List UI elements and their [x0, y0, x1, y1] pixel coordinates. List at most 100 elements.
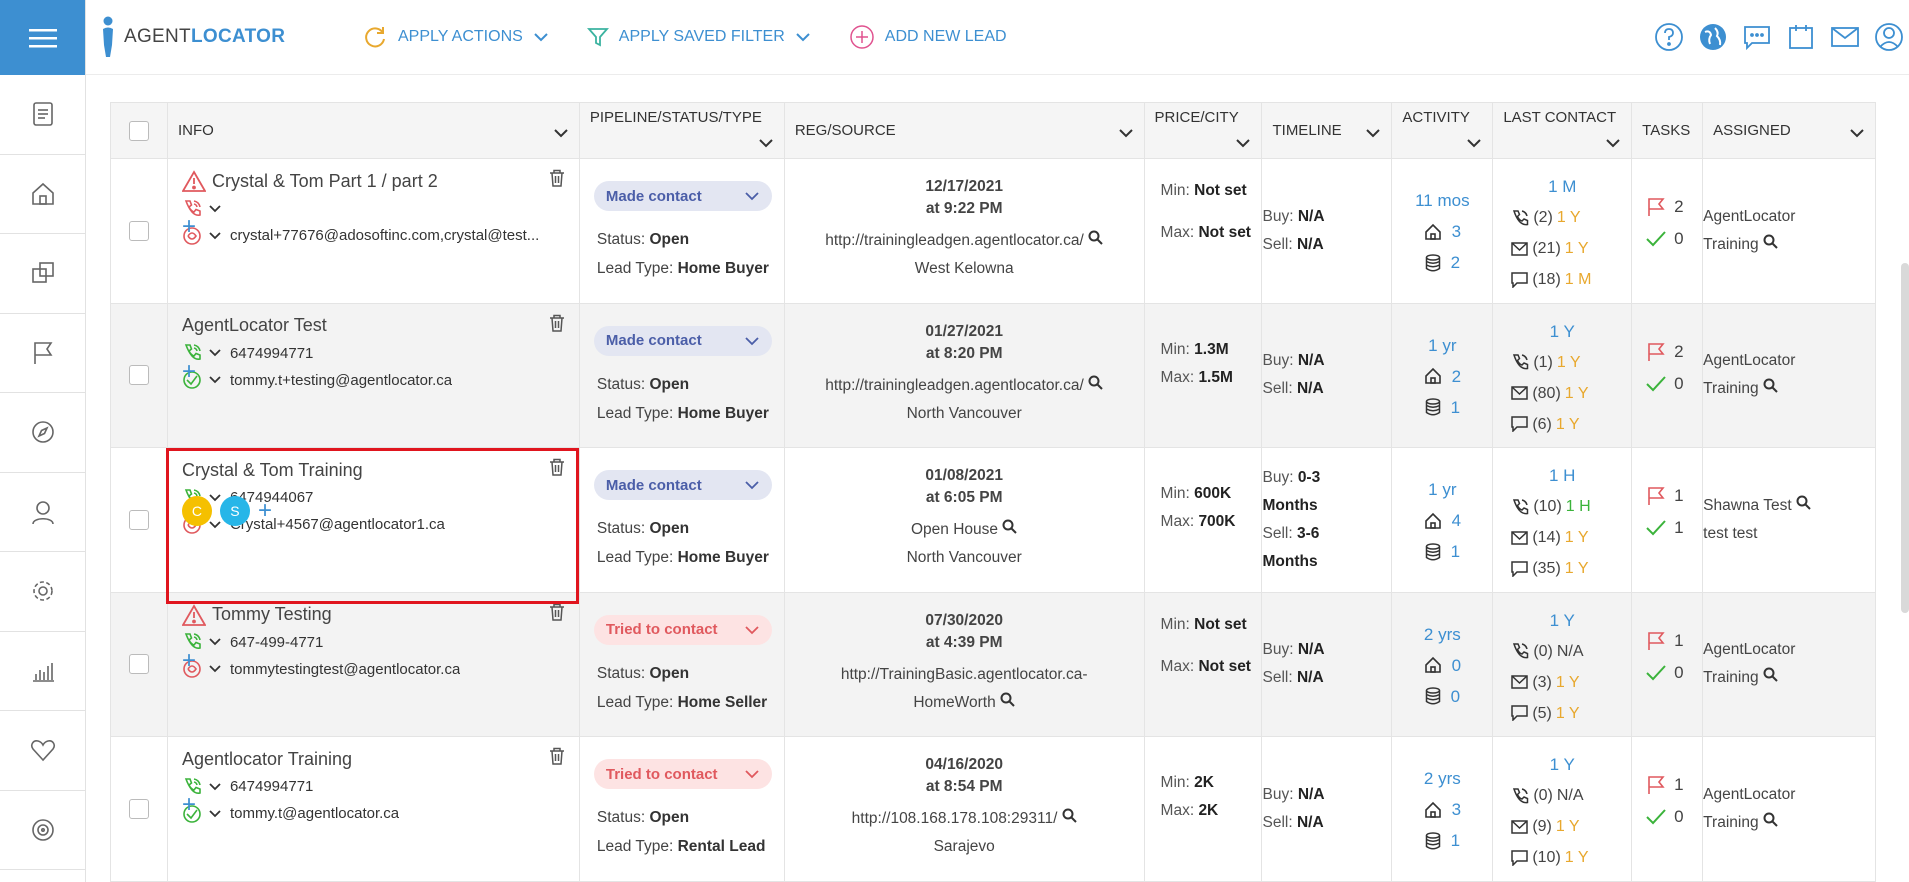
avatar[interactable]: C: [181, 496, 212, 526]
chevron-down-icon[interactable]: [1466, 138, 1482, 148]
phone-icon[interactable]: [182, 777, 202, 797]
chevron-down-icon[interactable]: [208, 375, 222, 385]
lead-name[interactable]: Tommy Testing: [211, 604, 332, 624]
chevron-down-icon[interactable]: [1849, 128, 1865, 138]
column-header-activity[interactable]: ACTIVITY: [1391, 102, 1494, 159]
row-checkbox[interactable]: [128, 654, 149, 675]
phone-icon[interactable]: [182, 343, 202, 363]
column-header-pipeline[interactable]: PIPELINE/STATUS/TYPE: [578, 102, 785, 159]
table-row[interactable]: Crystal & Tom Training 6474944067 Crysta…: [110, 447, 1876, 593]
column-header-tasks[interactable]: TASKS: [1631, 102, 1704, 159]
table-row[interactable]: Tommy Testing 647-499-4771 tommytestingt…: [110, 591, 1876, 737]
menu-toggle-button[interactable]: [0, 0, 85, 75]
check-icon[interactable]: [1646, 664, 1666, 681]
search-icon[interactable]: [1000, 692, 1015, 707]
check-icon[interactable]: [1646, 809, 1666, 825]
check-icon[interactable]: [1646, 375, 1666, 392]
chevron-down-icon[interactable]: [208, 493, 222, 503]
sidebar-item-settings[interactable]: [0, 552, 85, 632]
row-checkbox[interactable]: [128, 798, 149, 819]
search-icon[interactable]: [1763, 378, 1778, 393]
chevron-down-icon[interactable]: [744, 191, 760, 201]
row-checkbox[interactable]: [128, 509, 149, 530]
table-row[interactable]: Crystal & Tom Part 1 / part 2 crystal+77…: [110, 158, 1876, 304]
help-button[interactable]: [1653, 20, 1685, 54]
add-agent-button[interactable]: +: [181, 357, 196, 385]
search-icon[interactable]: [1088, 230, 1103, 245]
sidebar-item-listings[interactable]: [0, 234, 85, 314]
sidebar-item-integrations[interactable]: [0, 791, 85, 870]
email-status-icon[interactable]: [182, 226, 202, 246]
pipeline-dropdown[interactable]: Made contact: [593, 181, 772, 211]
search-icon[interactable]: [1062, 808, 1077, 823]
flag-icon[interactable]: [1646, 775, 1666, 795]
chevron-down-icon[interactable]: [1365, 128, 1381, 138]
sidebar-item-reports[interactable]: [0, 632, 85, 711]
column-header-last-contact[interactable]: LAST CONTACT: [1492, 102, 1633, 159]
website-button[interactable]: [1697, 20, 1729, 54]
chevron-down-icon[interactable]: [1118, 128, 1134, 138]
search-icon[interactable]: [1763, 812, 1778, 827]
add-new-lead-button[interactable]: ADD NEW LEAD: [849, 24, 1017, 50]
add-agent-button[interactable]: +: [181, 791, 196, 818]
email-status-icon[interactable]: [182, 804, 202, 824]
search-icon[interactable]: [1002, 519, 1018, 534]
chevron-down-icon[interactable]: [208, 809, 222, 819]
trash-icon[interactable]: [549, 169, 565, 187]
chevron-down-icon[interactable]: [208, 348, 222, 358]
email-status-icon[interactable]: [182, 370, 202, 390]
search-icon[interactable]: [1796, 495, 1811, 510]
chevron-down-icon[interactable]: [744, 769, 760, 779]
add-agent-button[interactable]: +: [257, 497, 272, 524]
sidebar-item-tasks[interactable]: [0, 314, 85, 393]
phone-icon[interactable]: [182, 632, 202, 652]
chevron-down-icon[interactable]: [1605, 138, 1621, 148]
select-all-checkbox[interactable]: [128, 120, 149, 141]
pipeline-dropdown[interactable]: Made contact: [593, 325, 772, 356]
row-checkbox[interactable]: [128, 220, 149, 241]
phone-icon[interactable]: [182, 199, 202, 219]
sidebar-item-contacts[interactable]: [0, 473, 85, 552]
flag-icon[interactable]: [1646, 342, 1666, 362]
vertical-scrollbar[interactable]: [1901, 263, 1909, 613]
sidebar-item-documents[interactable]: [0, 75, 85, 155]
search-icon[interactable]: [1763, 234, 1778, 249]
row-checkbox[interactable]: [128, 365, 149, 386]
column-header-timeline[interactable]: TIMELINE: [1261, 102, 1393, 159]
apply-actions-button[interactable]: APPLY ACTIONS: [362, 24, 549, 50]
pipeline-dropdown[interactable]: Tried to contact: [593, 614, 772, 645]
chevron-down-icon[interactable]: [208, 637, 222, 647]
avatar[interactable]: S: [219, 496, 250, 526]
chevron-down-icon[interactable]: [208, 782, 222, 792]
chevron-down-icon[interactable]: [744, 625, 760, 635]
trash-icon[interactable]: [549, 603, 565, 621]
trash-icon[interactable]: [549, 747, 565, 765]
logo[interactable]: AGENTLOCATOR: [98, 15, 338, 59]
profile-button[interactable]: [1873, 20, 1905, 54]
column-header-assigned[interactable]: ASSIGNED: [1702, 102, 1876, 159]
pipeline-dropdown[interactable]: Tried to contact: [593, 759, 772, 789]
chevron-down-icon[interactable]: [1235, 138, 1251, 148]
chevron-down-icon[interactable]: [553, 128, 569, 138]
sidebar-item-favorites[interactable]: [0, 711, 85, 791]
apply-saved-filter-button[interactable]: APPLY SAVED FILTER: [586, 26, 811, 48]
lead-name[interactable]: Agentlocator Training: [181, 748, 353, 769]
column-header-reg[interactable]: REG/SOURCE: [783, 102, 1145, 159]
check-icon[interactable]: [1646, 520, 1666, 536]
chevron-down-icon[interactable]: [208, 204, 222, 214]
chevron-down-icon[interactable]: [208, 520, 222, 530]
flag-icon[interactable]: [1646, 197, 1666, 217]
chevron-down-icon[interactable]: [758, 138, 774, 148]
check-icon[interactable]: [1646, 231, 1666, 247]
column-header-price[interactable]: PRICE/CITY: [1143, 102, 1263, 159]
chevron-down-icon[interactable]: [744, 336, 760, 346]
flag-icon[interactable]: [1646, 631, 1666, 651]
pipeline-dropdown[interactable]: Made contact: [593, 470, 772, 500]
search-icon[interactable]: [1763, 667, 1778, 682]
chevron-down-icon[interactable]: [208, 664, 222, 674]
lead-name[interactable]: AgentLocator Test: [181, 315, 327, 335]
sidebar-item-explore[interactable]: [0, 393, 85, 473]
lead-name[interactable]: Crystal & Tom Part 1 / part 2: [211, 170, 438, 191]
trash-icon[interactable]: [549, 314, 565, 332]
chevron-down-icon[interactable]: [744, 480, 760, 490]
